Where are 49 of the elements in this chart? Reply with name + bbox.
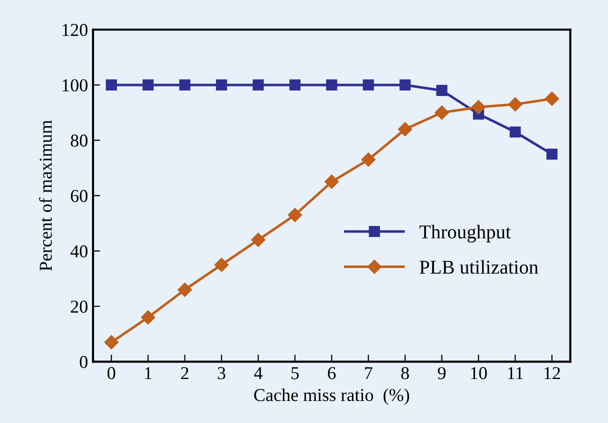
x-tick-label: 0 [108, 367, 116, 380]
y-tick-label: 100 [62, 79, 88, 92]
x-tick-label: 1 [145, 367, 152, 380]
y-tick-label: 40 [70, 245, 88, 258]
point [436, 84, 448, 96]
point [398, 122, 412, 136]
point [434, 106, 449, 120]
point [251, 232, 266, 247]
x-tick-label: 10 [471, 367, 487, 380]
x-tick-label: 11 [508, 367, 523, 380]
x-tick-label: 2 [181, 367, 188, 380]
point [546, 148, 558, 160]
point [179, 79, 190, 91]
point [289, 79, 301, 91]
point [106, 79, 117, 91]
x-tick-label: 7 [365, 367, 372, 380]
point [324, 174, 339, 189]
x-tick-label: 8 [401, 367, 409, 380]
point [142, 79, 154, 91]
point [141, 310, 156, 324]
point [326, 79, 338, 91]
y-tick-label: 20 [70, 300, 88, 313]
y-tick-label: 0 [80, 356, 88, 368]
point [400, 79, 411, 91]
point [216, 79, 228, 91]
x-axis-title: Cache miss ratio (%) [254, 388, 410, 405]
point [361, 152, 376, 167]
legend-label: PLB utilization [420, 260, 538, 274]
x-tick-label: 5 [291, 367, 299, 380]
legend-label: Throughput [419, 224, 511, 242]
point [471, 100, 486, 114]
point [252, 79, 264, 91]
point [362, 79, 374, 91]
point [508, 97, 522, 112]
y-tick-label: 120 [62, 24, 88, 36]
y-tick-label: 80 [70, 134, 88, 147]
point [214, 258, 229, 272]
point [288, 208, 302, 222]
point [544, 92, 560, 106]
x-tick-label: 4 [254, 367, 262, 380]
y-tick-label: 60 [70, 190, 88, 202]
point [510, 126, 521, 138]
x-tick-label: 12 [544, 367, 560, 380]
point [104, 335, 118, 350]
x-tick-label: 6 [328, 367, 336, 380]
x-tick-label: 3 [218, 367, 226, 380]
x-tick-label: 9 [438, 367, 446, 380]
y-axis-title: Percent of maximum [38, 120, 52, 271]
point [178, 282, 192, 297]
